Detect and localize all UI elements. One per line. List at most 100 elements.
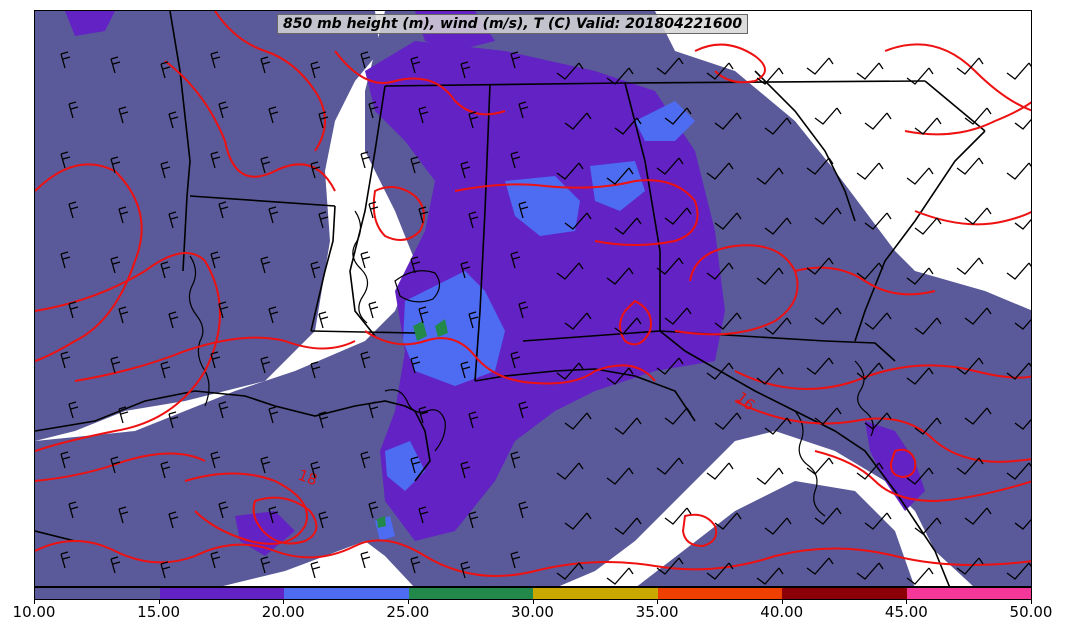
wind-barb-icon [468,111,479,129]
wind-barb-icon [714,212,742,230]
wind-barb-icon [318,211,329,229]
wind-barb-icon [956,557,984,575]
wind-barb-icon [368,501,379,519]
wind-barb-icon [60,51,71,69]
wind-barb-icon [814,307,842,325]
wind-barb-icon [160,61,171,79]
colorbar-tick-label: 10.00 [12,603,56,621]
wind-barb-icon [606,467,634,485]
wind-barb-icon [814,507,842,525]
colorbar-tick-mark [657,600,659,604]
wind-barb-icon [68,201,79,219]
wind-barb-icon [218,101,229,119]
wind-barb-icon [914,217,942,235]
wind-barb-icon [318,511,329,529]
wind-barb-icon [510,151,521,169]
wind-barb-icon [60,451,71,469]
wind-barb-icon [460,61,471,79]
wind-barb-icon [764,417,792,435]
wind-barb-icon [606,167,634,185]
wind-barb-icon [906,367,934,385]
wind-barb-icon [614,317,642,335]
wind-barb-icon [260,56,271,74]
wind-barb-icon [268,406,279,424]
colorbar-tick-label: 35.00 [635,603,679,621]
wind-barb-icon [510,51,521,69]
wind-barb-icon [210,51,221,69]
wind-barb-icon [218,501,229,519]
wind-barb-icon [418,206,429,224]
wind-barb-icon [410,456,421,474]
wind-barb-icon [956,457,984,475]
wind-barb-icon [1006,362,1031,380]
wind-barb-icon [706,462,734,480]
wind-barb-icon [1006,562,1031,580]
wind-barb-icon [218,201,229,219]
map-canvas: 18 16 [35,11,1031,586]
wind-barb-icon [914,517,942,535]
map-title: 850 mb height (m), wind (m/s), T (C) Val… [277,14,749,34]
wind-barb-icon [110,256,121,274]
wind-barb-icon [310,361,321,379]
wind-barb-icon [556,462,584,480]
colorbar-tick-mark [158,600,160,604]
colorbar-tick-label: 25.00 [386,603,430,621]
wind-barb-icon [518,401,529,419]
wind-barb-icon [168,311,179,329]
wind-barb-icon [410,356,421,374]
wind-barb-icon [210,251,221,269]
wind-barb-icon [714,312,742,330]
wind-barb-icon [110,156,121,174]
wind-barb-icon [368,101,379,119]
wind-barb-icon [864,112,892,130]
wind-barb-icon [806,157,834,175]
wind-barb-icon [956,357,984,375]
wind-barb-icon [318,411,329,429]
wind-barb-icon [518,301,529,319]
wind-barb-icon [614,417,642,435]
wind-barb-icon [906,267,934,285]
wind-barb-icon [368,201,379,219]
wind-barb-icon [118,506,129,524]
wind-barb-icon [410,556,421,574]
wind-barb-icon [856,462,884,480]
wind-barb-icon [914,317,942,335]
wind-barb-icon [360,351,371,369]
wind-barb-icon [518,201,529,219]
wind-barb-icon [418,506,429,524]
colorbar-tick-label: 50.00 [1009,603,1053,621]
wind-barb-icon [806,557,834,575]
wind-barb-icon [814,107,842,125]
wind-barb-icon [756,567,784,585]
wind-barb-icon [614,517,642,535]
wind-barb-icon [460,561,471,579]
wind-barb-icon [110,456,121,474]
wind-barb-icon [110,356,121,374]
wind-barb-icon [510,251,521,269]
wind-barb-icon [556,362,584,380]
wind-barb-icon [410,156,421,174]
wind-barb-icon [656,557,684,575]
wind-barb-icon [764,517,792,535]
wind-barb-icon [210,151,221,169]
wind-barb-icon [60,551,71,569]
colorbar-segment [159,588,284,599]
colorbar-tick-mark [1031,600,1032,604]
wind-barb-icon [1014,218,1031,230]
wind-barb-icon [756,167,784,185]
wind-barb-icon [460,261,471,279]
wind-barb-icon [68,101,79,119]
wind-barb-icon [418,306,429,324]
wind-barb-icon [856,62,884,80]
wind-barb-icon [656,57,684,75]
wind-barb-icon [68,301,79,319]
wind-barb-icon [814,407,842,425]
wind-barb-icon [556,262,584,280]
wind-barb-icon [764,117,792,135]
wind-barb-icon [956,57,984,75]
wind-barb-icon [168,411,179,429]
wind-barb-icon [964,107,992,125]
wind-barb-icon [656,157,684,175]
wind-barb-icon [964,407,992,425]
wind-barb-icon [318,311,329,329]
